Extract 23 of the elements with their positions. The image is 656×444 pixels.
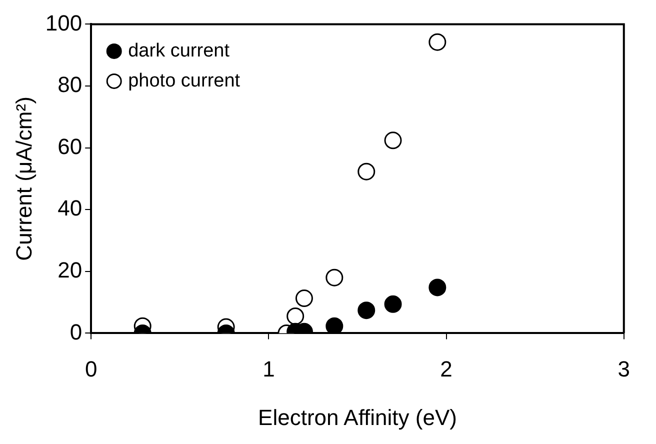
point (384, 295, 402, 313)
point (295, 290, 313, 308)
x-tick-label: 2 (440, 356, 452, 382)
y-tick-label: 100 (45, 10, 82, 36)
point (326, 268, 344, 286)
point (326, 317, 344, 334)
point (384, 132, 402, 150)
x-axis-title: Electron Affinity (eV) (258, 404, 457, 430)
y-tick-label: 80 (58, 72, 82, 98)
y-tick-label: 40 (58, 196, 82, 221)
y-tick-label: 0 (70, 319, 82, 344)
point (428, 33, 446, 51)
point (358, 302, 376, 320)
legend-label: dark current (128, 40, 230, 62)
x-tick-label: 3 (618, 356, 630, 382)
y-tick-label: 60 (58, 134, 82, 159)
legend-label: photo current (128, 70, 241, 92)
point (358, 162, 376, 180)
x-tick-label: 1 (262, 356, 275, 382)
point (428, 278, 446, 296)
y-axis-title: Current (μA/cm²) (11, 96, 36, 261)
y-tick-label: 20 (58, 257, 82, 282)
point (286, 307, 304, 325)
